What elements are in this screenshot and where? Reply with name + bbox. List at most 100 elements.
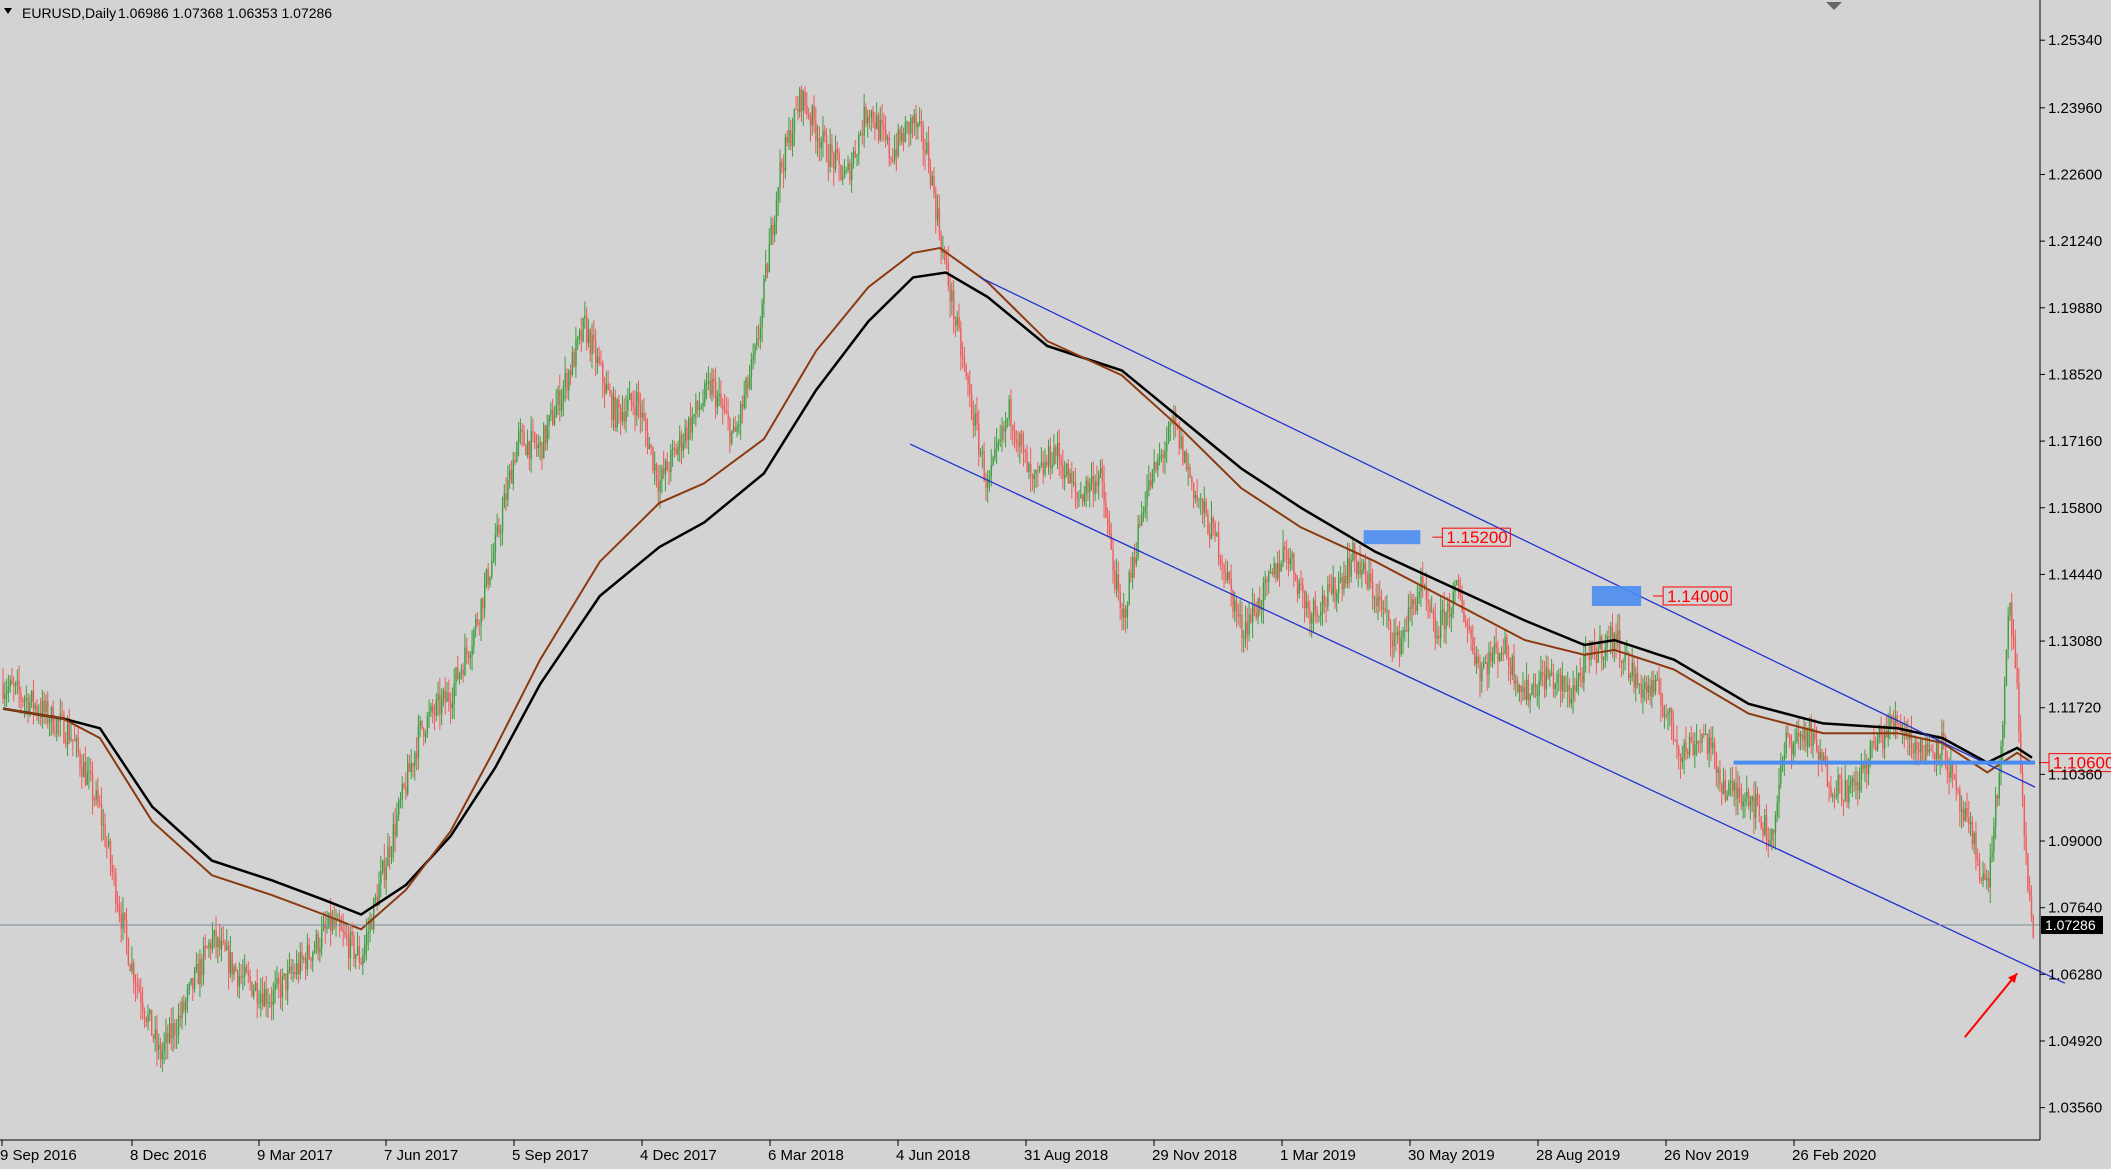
candle-body: [1799, 734, 1802, 737]
candle-body: [1601, 636, 1603, 660]
candle-body: [22, 699, 24, 703]
candle-body: [1597, 648, 1599, 663]
candle-body: [1466, 625, 1469, 627]
candle-body: [616, 399, 618, 428]
candle-body: [1395, 632, 1397, 636]
candle-body: [732, 426, 735, 431]
candle-body: [774, 222, 776, 236]
candle-body: [1486, 662, 1488, 675]
candle-body: [487, 569, 489, 586]
candle-body: [541, 442, 543, 459]
candle-body: [886, 137, 889, 140]
candle-body: [1223, 564, 1225, 574]
candle-body: [204, 946, 207, 948]
candle-body: [978, 423, 980, 455]
candle-body: [251, 982, 253, 997]
candle-body: [1764, 815, 1766, 835]
candle-body: [1268, 572, 1270, 582]
candle-body: [1499, 653, 1501, 662]
time-tick-label: 5 Sep 2017: [512, 1147, 589, 1164]
candle-body: [700, 406, 703, 409]
candle-body: [1674, 739, 1676, 741]
candle-body: [247, 972, 250, 976]
candle-body: [1180, 436, 1182, 448]
candle-body: [1593, 644, 1596, 655]
candle-body: [260, 993, 262, 1004]
candle-body: [457, 667, 459, 680]
candle-body: [276, 977, 278, 985]
candle-body: [1076, 492, 1078, 499]
candle-body: [997, 441, 1000, 444]
candle-body: [845, 170, 848, 172]
candle-body: [4, 693, 6, 699]
chart-menu-triangle-icon[interactable]: [4, 8, 12, 14]
candle-body: [1459, 591, 1462, 596]
candle-body: [1260, 608, 1263, 611]
candle-body: [1187, 467, 1189, 470]
candle-body: [1393, 632, 1395, 647]
candle-body: [557, 389, 559, 405]
candle-body: [899, 129, 901, 142]
candle-body: [609, 390, 611, 394]
candle-body: [1019, 433, 1021, 447]
candle-body: [326, 927, 328, 929]
chart-shift-marker-icon[interactable]: [1826, 2, 1842, 10]
candle-body: [1540, 671, 1542, 681]
candle-body: [1155, 462, 1157, 470]
candle-body: [466, 647, 468, 654]
candle-body: [1389, 621, 1392, 641]
candle-body: [11, 679, 13, 684]
candle-body: [600, 362, 602, 364]
candle-body: [1848, 785, 1850, 803]
candle-body: [1006, 418, 1009, 420]
candle-body: [562, 387, 565, 400]
candle-body: [956, 317, 959, 325]
candle-body: [650, 444, 652, 448]
candle-body: [1103, 481, 1105, 503]
candle-body: [313, 949, 316, 953]
candle-body: [843, 171, 846, 178]
candle-body: [72, 739, 74, 741]
time-tick-label: 7 Jun 2017: [384, 1147, 458, 1164]
level-label-box: [2048, 753, 2111, 773]
candle-body: [476, 618, 479, 624]
candle-body: [161, 1051, 164, 1060]
candle-body: [1815, 739, 1818, 751]
candle-body: [1533, 684, 1535, 686]
candle-body: [824, 130, 826, 136]
candle-body: [1355, 559, 1358, 575]
candle-body: [41, 700, 44, 718]
candle-body: [1835, 795, 1838, 797]
candle-body: [1721, 783, 1723, 795]
candle-body: [236, 970, 239, 987]
candle-body: [1115, 574, 1118, 590]
candle-body: [249, 975, 251, 983]
candle-body: [1803, 728, 1805, 741]
candle-body: [1234, 600, 1236, 612]
time-tick-label: 9 Mar 2017: [257, 1147, 333, 1164]
candle-body: [414, 752, 416, 767]
candle-body: [720, 394, 722, 405]
candle-body: [1944, 735, 1947, 767]
candle-body: [1311, 615, 1313, 624]
candle-body: [1124, 608, 1127, 618]
candle-body: [1858, 780, 1861, 791]
candle-body: [43, 700, 45, 713]
candle-body: [1876, 738, 1879, 750]
candle-body: [1363, 562, 1365, 570]
candle-body: [1780, 765, 1782, 784]
candle-body: [954, 319, 957, 325]
candle-body: [1681, 758, 1684, 762]
candle-body: [1320, 611, 1322, 617]
candle-body: [324, 923, 327, 929]
candle-body: [1973, 832, 1975, 845]
candle-body: [1404, 630, 1406, 632]
candle-body: [1704, 733, 1707, 735]
candle-body: [344, 932, 346, 935]
candle-body: [2011, 602, 2013, 636]
candle-body: [709, 381, 711, 396]
candle-body: [102, 823, 105, 825]
candle-body: [675, 449, 677, 455]
candle-body: [632, 403, 634, 407]
